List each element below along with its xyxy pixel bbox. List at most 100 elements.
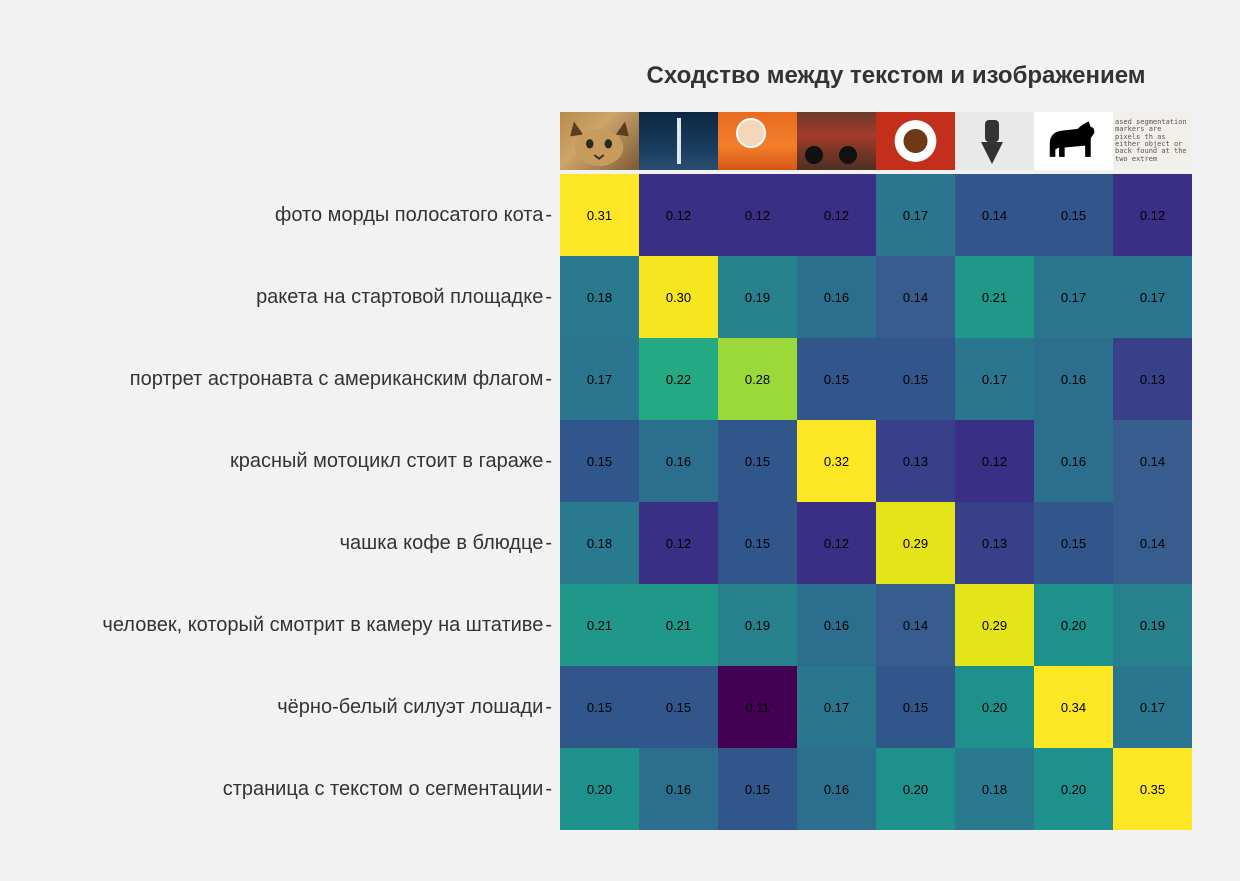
axis-tick: - — [545, 696, 552, 719]
motorcycle-thumbnail — [797, 112, 876, 170]
heatmap-cell: 0.15 — [639, 666, 718, 748]
rocket-thumbnail — [639, 112, 718, 170]
heatmap-cell: 0.15 — [1034, 502, 1113, 584]
heatmap-cell: 0.17 — [797, 666, 876, 748]
axis-tick: - — [545, 778, 552, 801]
heatmap-cell: 0.18 — [560, 502, 639, 584]
heatmap-cell: 0.16 — [797, 584, 876, 666]
heatmap-cell: 0.15 — [718, 420, 797, 502]
heatmap-cell: 0.15 — [718, 502, 797, 584]
row-label: страница с текстом о сегментации- — [0, 748, 556, 830]
heatmap-cell: 0.20 — [560, 748, 639, 830]
heatmap-cell: 0.29 — [876, 502, 955, 584]
heatmap-cell: 0.17 — [1034, 256, 1113, 338]
heatmap-cell: 0.16 — [1034, 420, 1113, 502]
heatmap-row: 0.210.210.190.160.140.290.200.19 — [560, 584, 1192, 666]
heatmap-cell: 0.28 — [718, 338, 797, 420]
chart-title: Сходство между текстом и изображением — [580, 62, 1212, 90]
heatmap-cell: 0.12 — [718, 174, 797, 256]
heatmap-cell: 0.18 — [560, 256, 639, 338]
heatmap-grid: 0.310.120.120.120.170.140.150.120.180.30… — [560, 174, 1192, 830]
heatmap-cell: 0.35 — [1113, 748, 1192, 830]
heatmap-cell: 0.18 — [955, 748, 1034, 830]
row-label-text: портрет астронавта с американским флагом — [130, 368, 544, 391]
heatmap-cell: 0.14 — [876, 256, 955, 338]
heatmap-cell: 0.20 — [876, 748, 955, 830]
row-labels-column: фото морды полосатого кота-ракета на ста… — [0, 174, 556, 830]
axis-tick: - — [545, 450, 552, 473]
heatmap-cell: 0.15 — [718, 748, 797, 830]
heatmap-cell: 0.14 — [1113, 420, 1192, 502]
heatmap-row: 0.180.300.190.160.140.210.170.17 — [560, 256, 1192, 338]
heatmap-cell: 0.14 — [1113, 502, 1192, 584]
heatmap-cell: 0.32 — [797, 420, 876, 502]
row-label: чёрно-белый силуэт лошади- — [0, 666, 556, 748]
heatmap-cell: 0.12 — [639, 502, 718, 584]
heatmap-cell: 0.17 — [1113, 256, 1192, 338]
heatmap-cell: 0.13 — [1113, 338, 1192, 420]
heatmap-cell: 0.34 — [1034, 666, 1113, 748]
cameraman-thumbnail — [955, 112, 1034, 170]
axis-tick: - — [545, 532, 552, 555]
horse-thumbnail — [1034, 112, 1113, 170]
heatmap-cell: 0.15 — [876, 666, 955, 748]
row-label: красный мотоцикл стоит в гараже- — [0, 420, 556, 502]
heatmap-cell: 0.15 — [876, 338, 955, 420]
row-label: чашка кофе в блюдце- — [0, 502, 556, 584]
row-label-text: красный мотоцикл стоит в гараже — [230, 450, 543, 473]
heatmap-cell: 0.17 — [560, 338, 639, 420]
heatmap-cell: 0.15 — [1034, 174, 1113, 256]
heatmap-row: 0.150.160.150.320.130.120.160.14 — [560, 420, 1192, 502]
heatmap-cell: 0.17 — [955, 338, 1034, 420]
column-thumbnails-row: ased segmentation markers are pixels th … — [560, 112, 1192, 170]
heatmap-cell: 0.21 — [639, 584, 718, 666]
heatmap-row: 0.180.120.150.120.290.130.150.14 — [560, 502, 1192, 584]
astronaut-thumbnail — [718, 112, 797, 170]
coffee-thumbnail — [876, 112, 955, 170]
row-label: фото морды полосатого кота- — [0, 174, 556, 256]
heatmap-cell: 0.20 — [955, 666, 1034, 748]
row-label: портрет астронавта с американским флагом… — [0, 338, 556, 420]
heatmap-cell: 0.12 — [639, 174, 718, 256]
heatmap-cell: 0.12 — [797, 502, 876, 584]
cat-thumbnail — [560, 112, 639, 170]
heatmap-cell: 0.19 — [718, 584, 797, 666]
heatmap-cell: 0.22 — [639, 338, 718, 420]
heatmap-cell: 0.31 — [560, 174, 639, 256]
row-label-text: чёрно-белый силуэт лошади — [277, 696, 543, 719]
heatmap-cell: 0.20 — [1034, 748, 1113, 830]
heatmap-cell: 0.30 — [639, 256, 718, 338]
heatmap-cell: 0.21 — [560, 584, 639, 666]
heatmap-cell: 0.15 — [797, 338, 876, 420]
heatmap-cell: 0.19 — [718, 256, 797, 338]
heatmap-cell: 0.12 — [1113, 174, 1192, 256]
textpage-thumbnail: ased segmentation markers are pixels th … — [1113, 112, 1192, 170]
row-label-text: человек, который смотрит в камеру на шта… — [102, 614, 543, 637]
heatmap-cell: 0.14 — [876, 584, 955, 666]
heatmap-cell: 0.16 — [639, 748, 718, 830]
heatmap-cell: 0.13 — [955, 502, 1034, 584]
row-label-text: страница с текстом о сегментации — [223, 778, 544, 801]
heatmap-cell: 0.15 — [560, 666, 639, 748]
axis-tick: - — [545, 614, 552, 637]
row-label: ракета на стартовой площадке- — [0, 256, 556, 338]
row-label-text: чашка кофе в блюдце — [340, 532, 544, 555]
heatmap-cell: 0.17 — [1113, 666, 1192, 748]
row-label: человек, который смотрит в камеру на шта… — [0, 584, 556, 666]
axis-tick: - — [545, 204, 552, 227]
heatmap-cell: 0.16 — [797, 748, 876, 830]
heatmap-cell: 0.12 — [955, 420, 1034, 502]
heatmap-row: 0.200.160.150.160.200.180.200.35 — [560, 748, 1192, 830]
heatmap-cell: 0.15 — [560, 420, 639, 502]
heatmap-cell: 0.29 — [955, 584, 1034, 666]
axis-tick: - — [545, 286, 552, 309]
heatmap-cell: 0.11 — [718, 666, 797, 748]
heatmap-cell: 0.17 — [876, 174, 955, 256]
row-label-text: фото морды полосатого кота — [275, 204, 543, 227]
heatmap-cell: 0.13 — [876, 420, 955, 502]
heatmap-row: 0.170.220.280.150.150.170.160.13 — [560, 338, 1192, 420]
heatmap-cell: 0.21 — [955, 256, 1034, 338]
heatmap-figure: Сходство между текстом и изображением as… — [0, 0, 1240, 881]
heatmap-cell: 0.20 — [1034, 584, 1113, 666]
heatmap-row: 0.310.120.120.120.170.140.150.12 — [560, 174, 1192, 256]
